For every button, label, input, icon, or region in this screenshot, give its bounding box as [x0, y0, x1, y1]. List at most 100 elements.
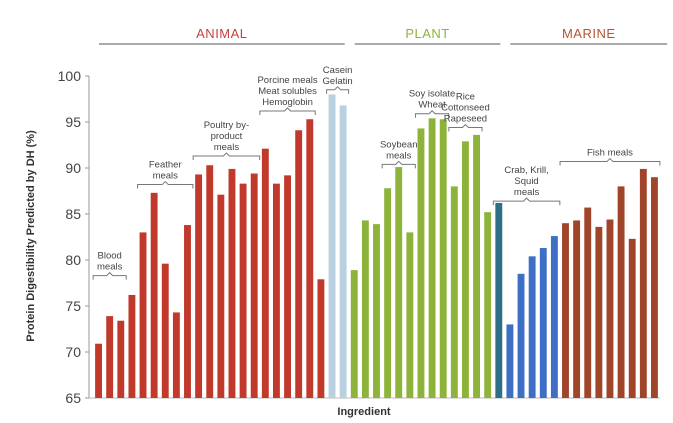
annotation-label: meals: [153, 171, 179, 182]
bar: [473, 134, 480, 398]
bar: [217, 194, 225, 398]
y-tick-label: 85: [65, 206, 81, 222]
bar: [95, 343, 102, 398]
group-header-label: MARINE: [562, 26, 616, 41]
bar: [272, 183, 280, 398]
bar: [239, 183, 247, 398]
bar: [461, 141, 469, 398]
bar: [584, 207, 592, 398]
annotation-label: meals: [214, 142, 240, 153]
annotation-label: Feather: [149, 160, 182, 171]
bar: [150, 192, 158, 398]
bar: [417, 128, 425, 398]
annotation-label: Gelatin: [323, 76, 353, 87]
bar: [250, 173, 258, 398]
bar: [562, 223, 569, 398]
bar: [139, 232, 147, 398]
bar: [350, 270, 358, 398]
annotation-label: Blood: [98, 251, 122, 262]
bar: [128, 294, 136, 398]
annotation-label: Cottonseed: [441, 103, 490, 114]
annotation-bracket: [92, 271, 127, 280]
bar: [450, 186, 458, 398]
y-axis-label: Protein Digestibility Predicted by DH (%…: [25, 130, 37, 342]
y-tick-label: 90: [65, 160, 81, 176]
y-tick-label: 100: [58, 68, 82, 84]
annotation-label: Fish meals: [587, 148, 633, 159]
bar: [428, 118, 436, 398]
bar: [628, 238, 636, 398]
annotation-label: Hemoglobin: [262, 97, 313, 108]
bar: [528, 256, 536, 398]
bar: [506, 324, 514, 398]
y-tick-label: 70: [65, 344, 81, 360]
bar: [550, 236, 558, 398]
bar: [395, 167, 403, 398]
bar: [439, 119, 447, 399]
bar: [184, 225, 191, 398]
bars: [95, 94, 658, 399]
bar: [606, 219, 614, 398]
bar: [117, 320, 125, 398]
bar: [317, 279, 325, 398]
bar: [295, 130, 303, 398]
y-tick-label: 75: [65, 298, 81, 314]
bar: [484, 212, 492, 398]
bar: [406, 232, 414, 398]
bar: [228, 168, 236, 398]
bar: [361, 220, 369, 398]
annotation-label: meals: [97, 262, 123, 273]
y-axis: 65 70 75 80 85 90 95 100: [58, 68, 660, 406]
bar: [195, 174, 203, 398]
bar: [373, 224, 380, 398]
group-header-label: ANIMAL: [196, 26, 247, 41]
annotation-label: Porcine meals: [257, 75, 317, 86]
annotation-bracket: [137, 180, 194, 189]
bar: [284, 175, 291, 398]
annotation-label: Casein: [323, 65, 353, 76]
bar: [106, 316, 114, 398]
annotation-label: product: [211, 131, 243, 142]
bar: [517, 273, 525, 398]
group-headers: ANIMAL PLANT MARINE: [99, 26, 668, 45]
group-header-label: PLANT: [405, 26, 449, 41]
annotation-label: Poultry by-: [204, 120, 249, 131]
annotation-label: Rice: [456, 92, 475, 103]
annotation-label: Soybean: [380, 139, 418, 150]
bar: [339, 105, 347, 398]
annotation-label: Soy isolate: [409, 89, 455, 100]
bar: [261, 148, 269, 398]
annotation-bracket: [492, 197, 561, 206]
annotation-label: Squid: [514, 176, 538, 187]
annotation-bracket: [381, 160, 416, 169]
annotation-bracket: [326, 86, 350, 94]
annotation-bracket: [192, 152, 261, 161]
annotation-bracket: [448, 123, 483, 132]
bar: [617, 186, 625, 398]
annotation-bracket: [559, 157, 661, 166]
annotation-label: Meat solubles: [258, 86, 317, 97]
bar: [595, 226, 603, 398]
bar: [639, 168, 647, 398]
annotation-label: Crab, Krill,: [504, 165, 548, 176]
annotation-label: Rapeseed: [444, 114, 487, 125]
annotation-label: meals: [386, 150, 412, 161]
y-tick-label: 80: [65, 252, 81, 268]
bar: [161, 263, 169, 398]
bar: [206, 165, 214, 398]
bar: [573, 220, 581, 398]
bar: [328, 94, 336, 399]
bar: [306, 119, 314, 399]
x-axis-label: Ingredient: [337, 406, 391, 418]
annotation-label: Wheat: [418, 100, 446, 111]
annotation-label: meals: [514, 187, 540, 198]
y-tick-label: 65: [65, 390, 81, 406]
bar: [172, 312, 180, 398]
bar: [495, 202, 503, 398]
bar: [650, 177, 658, 398]
y-tick-label: 95: [65, 114, 81, 130]
bar: [384, 188, 392, 398]
annotation-bracket: [415, 110, 450, 118]
